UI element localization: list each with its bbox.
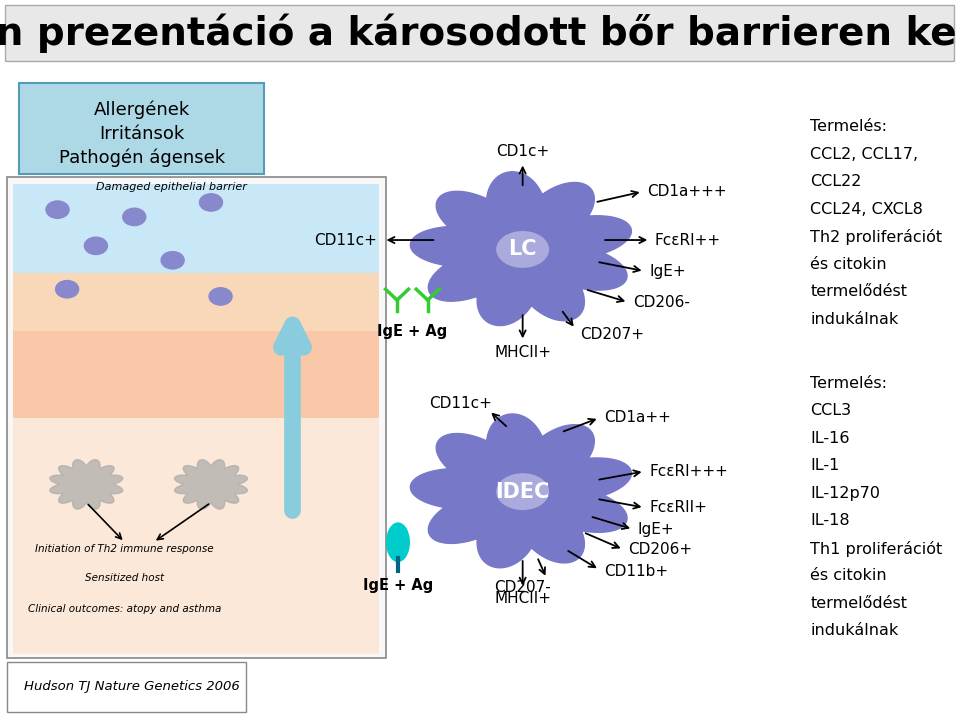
Circle shape bbox=[56, 281, 79, 298]
Circle shape bbox=[209, 288, 232, 305]
Text: termelődést: termelődést bbox=[810, 284, 907, 299]
Text: FcεRII+: FcεRII+ bbox=[649, 500, 707, 515]
Text: Termelés:: Termelés: bbox=[810, 376, 887, 391]
Text: MHCII+: MHCII+ bbox=[494, 591, 551, 606]
Circle shape bbox=[123, 208, 146, 226]
Text: Damaged epithelial barrier: Damaged epithelial barrier bbox=[96, 181, 246, 192]
Circle shape bbox=[46, 201, 69, 218]
Text: Sensitized host: Sensitized host bbox=[85, 573, 164, 583]
Text: FcεRI+++: FcεRI+++ bbox=[649, 464, 728, 479]
Text: indukálnak: indukálnak bbox=[810, 623, 899, 638]
Text: CCL22: CCL22 bbox=[810, 174, 862, 189]
Polygon shape bbox=[410, 414, 631, 568]
Text: és citokin: és citokin bbox=[810, 568, 887, 583]
Ellipse shape bbox=[496, 231, 550, 268]
Text: Clinical outcomes: atopy and asthma: Clinical outcomes: atopy and asthma bbox=[28, 604, 222, 614]
FancyBboxPatch shape bbox=[7, 662, 246, 712]
Text: CD206-: CD206- bbox=[633, 295, 690, 309]
Text: CD1c+: CD1c+ bbox=[496, 145, 550, 159]
Text: termelődést: termelődést bbox=[810, 596, 907, 611]
Text: IDEC: IDEC bbox=[496, 482, 550, 502]
Text: CCL24, CXCL8: CCL24, CXCL8 bbox=[810, 202, 924, 217]
Text: CD206+: CD206+ bbox=[628, 542, 692, 557]
Text: CD1a++: CD1a++ bbox=[604, 411, 671, 425]
Text: IgE+: IgE+ bbox=[638, 522, 674, 536]
Text: és citokin: és citokin bbox=[810, 257, 887, 272]
Text: CD11c+: CD11c+ bbox=[314, 233, 377, 247]
Text: Antigén prezentáció a károsodott bőr barrieren keresztül: Antigén prezentáció a károsodott bőr bar… bbox=[0, 14, 959, 53]
Text: CD207+: CD207+ bbox=[580, 327, 644, 341]
Text: Irritánsok: Irritánsok bbox=[100, 125, 184, 142]
FancyBboxPatch shape bbox=[7, 177, 386, 658]
Polygon shape bbox=[50, 460, 123, 509]
Text: IgE+: IgE+ bbox=[649, 264, 686, 278]
Text: CCL2, CCL17,: CCL2, CCL17, bbox=[810, 147, 919, 162]
Polygon shape bbox=[410, 172, 631, 325]
FancyBboxPatch shape bbox=[13, 273, 379, 333]
Ellipse shape bbox=[386, 522, 410, 562]
Circle shape bbox=[199, 194, 222, 211]
Circle shape bbox=[161, 252, 184, 269]
Text: CD1a+++: CD1a+++ bbox=[647, 184, 727, 199]
Text: LC: LC bbox=[508, 239, 537, 260]
Text: Hudson TJ Nature Genetics 2006: Hudson TJ Nature Genetics 2006 bbox=[24, 680, 240, 693]
Text: Th1 proliferációt: Th1 proliferációt bbox=[810, 541, 943, 557]
Text: IL-1: IL-1 bbox=[810, 458, 840, 474]
Text: MHCII+: MHCII+ bbox=[494, 346, 551, 360]
Text: CCL3: CCL3 bbox=[810, 403, 852, 419]
FancyBboxPatch shape bbox=[19, 83, 264, 174]
Text: IL-12p70: IL-12p70 bbox=[810, 486, 880, 501]
Polygon shape bbox=[175, 460, 247, 509]
Text: CD207-: CD207- bbox=[494, 580, 551, 594]
FancyBboxPatch shape bbox=[13, 331, 379, 419]
Text: IL-16: IL-16 bbox=[810, 431, 850, 446]
Text: IL-18: IL-18 bbox=[810, 513, 850, 529]
FancyBboxPatch shape bbox=[5, 5, 954, 61]
FancyBboxPatch shape bbox=[13, 184, 379, 275]
Text: FcεRI++: FcεRI++ bbox=[655, 233, 721, 247]
Text: Initiation of Th2 immune response: Initiation of Th2 immune response bbox=[35, 544, 214, 555]
Circle shape bbox=[84, 237, 107, 254]
Text: Termelés:: Termelés: bbox=[810, 119, 887, 134]
Text: Allergének: Allergének bbox=[94, 100, 190, 119]
Text: CD11b+: CD11b+ bbox=[604, 564, 668, 578]
Text: Pathogén ágensek: Pathogén ágensek bbox=[58, 148, 225, 167]
FancyBboxPatch shape bbox=[13, 418, 379, 654]
Text: CD11c+: CD11c+ bbox=[429, 396, 492, 411]
Text: indukálnak: indukálnak bbox=[810, 312, 899, 327]
Text: IgE + Ag: IgE + Ag bbox=[377, 324, 448, 339]
Text: Th2 proliferációt: Th2 proliferációt bbox=[810, 229, 943, 245]
Text: IgE + Ag: IgE + Ag bbox=[363, 578, 433, 594]
Ellipse shape bbox=[496, 473, 550, 510]
